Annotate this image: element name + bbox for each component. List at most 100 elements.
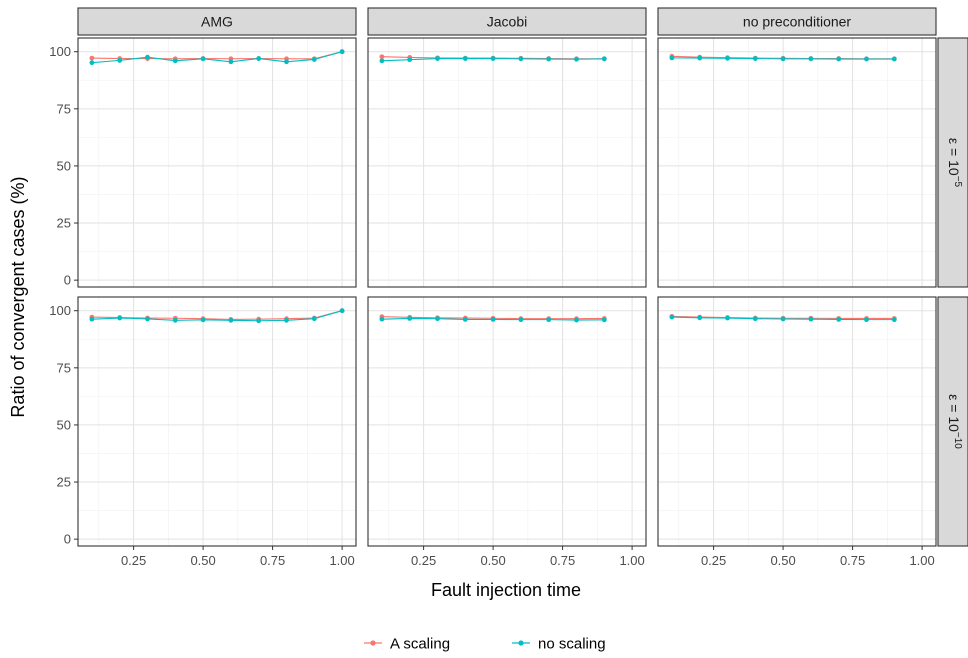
legend-entry: A scaling xyxy=(364,636,450,653)
data-point xyxy=(601,317,607,323)
y-tick-label: 50 xyxy=(57,417,71,432)
panel-border xyxy=(657,296,937,547)
facet-panel-1-2 xyxy=(658,297,936,546)
data-point xyxy=(89,55,95,61)
data-point xyxy=(808,316,814,322)
panel-border xyxy=(367,37,647,288)
strip-background xyxy=(937,296,968,547)
legend-label: A scaling xyxy=(390,636,450,653)
facet-panel-1-1 xyxy=(368,297,646,546)
y-axis-title: Ratio of convergent cases (%) xyxy=(8,176,28,417)
y-tick-label: 75 xyxy=(57,101,71,116)
data-point xyxy=(284,59,289,65)
panel-background xyxy=(78,38,356,287)
panel-series-0-2 xyxy=(669,53,897,62)
row-strip-label-exponent: −10 xyxy=(952,432,963,449)
row-strip: ε = 10−5 xyxy=(937,37,968,288)
x-tick-label: 1.00 xyxy=(329,553,354,568)
strip-background xyxy=(77,7,357,36)
data-point xyxy=(435,316,440,322)
row-strip: ε = 10−10 xyxy=(937,296,968,547)
x-tick-label: 0.50 xyxy=(190,553,215,568)
facet-panel-0-2 xyxy=(658,38,936,287)
x-tick-label: 0.75 xyxy=(840,553,865,568)
panel-border xyxy=(77,37,357,288)
data-point xyxy=(311,57,317,62)
x-tick-label: 0.25 xyxy=(701,553,726,568)
panel-series-1-0 xyxy=(89,308,345,324)
x-tick-label: 0.75 xyxy=(550,553,575,568)
legend: A scaling no scaling xyxy=(364,636,606,653)
panel-series-1-1 xyxy=(379,314,607,323)
data-point xyxy=(697,315,703,321)
facet-panel-1-0 xyxy=(78,297,356,546)
panel-border xyxy=(367,296,647,547)
column-strip: Jacobi xyxy=(367,7,647,36)
y-tick-label: 0 xyxy=(64,532,71,547)
series-line xyxy=(91,310,343,322)
panel-border xyxy=(657,37,937,288)
row-strip-label-exponent: −5 xyxy=(952,176,963,188)
panel-background xyxy=(368,38,646,287)
data-point xyxy=(518,56,524,62)
data-point xyxy=(864,317,869,323)
data-point xyxy=(780,56,786,62)
x-tick-label: 0.75 xyxy=(260,553,285,568)
y-axis: 0 25 50 75 100 0 25 50 75 100 xyxy=(49,44,78,547)
column-strip-label: no preconditioner xyxy=(743,14,852,30)
y-tick-label: 25 xyxy=(57,475,71,490)
data-point xyxy=(89,60,95,66)
data-point xyxy=(284,317,289,323)
x-axis: 0.25 0.50 0.75 1.00 0.25 0.50 0.75 1.00 0.25 0.50… xyxy=(121,546,935,568)
data-point xyxy=(752,316,758,322)
data-point xyxy=(836,316,842,322)
y-tick-label: 75 xyxy=(57,360,71,375)
data-point xyxy=(546,317,552,323)
strip-background xyxy=(657,7,937,36)
series-line xyxy=(91,310,343,320)
data-point xyxy=(172,58,178,64)
x-tick-label: 1.00 xyxy=(909,553,934,568)
data-point xyxy=(379,316,385,322)
data-point xyxy=(891,56,897,62)
data-point xyxy=(780,316,786,322)
data-point xyxy=(435,56,440,61)
data-point xyxy=(311,316,317,322)
row-strip-label: ε = 10−5 xyxy=(946,138,963,188)
x-tick-label: 0.25 xyxy=(121,553,146,568)
data-point xyxy=(407,57,413,63)
data-point xyxy=(228,59,234,65)
column-strips: AMG Jacobi no preconditioner xyxy=(77,7,937,36)
data-point xyxy=(256,318,262,324)
column-strip-label: Jacobi xyxy=(487,14,527,30)
data-point xyxy=(697,55,703,61)
data-point xyxy=(117,315,123,321)
x-tick-label: 0.25 xyxy=(411,553,436,568)
panel-border xyxy=(77,296,357,547)
legend-entry: no scaling xyxy=(512,636,606,653)
panel-background xyxy=(658,38,936,287)
legend-label: no scaling xyxy=(538,636,606,653)
strip-background xyxy=(937,37,968,288)
legend-point xyxy=(370,640,376,646)
data-point xyxy=(725,315,730,321)
data-point xyxy=(407,316,413,321)
data-point xyxy=(490,56,496,61)
row-strip-label-base: ε = 10 xyxy=(946,138,962,176)
data-point xyxy=(462,316,468,322)
data-point xyxy=(200,317,206,323)
data-point xyxy=(864,56,869,62)
data-point xyxy=(200,56,206,62)
column-strip-label: AMG xyxy=(201,14,233,30)
x-tick-label: 0.50 xyxy=(480,553,505,568)
data-point xyxy=(518,317,524,323)
column-strip: AMG xyxy=(77,7,357,36)
x-tick-label: 1.00 xyxy=(619,553,644,568)
data-point xyxy=(228,317,234,323)
data-point xyxy=(808,56,814,62)
x-tick-label: 0.50 xyxy=(770,553,795,568)
y-tick-label: 0 xyxy=(64,273,71,288)
facet-panels xyxy=(77,37,937,547)
data-point xyxy=(379,58,385,64)
